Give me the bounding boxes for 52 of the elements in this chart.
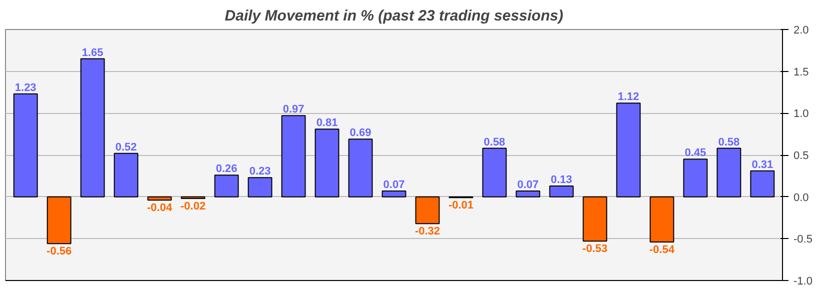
- bar: [13, 93, 38, 198]
- bar: [683, 158, 708, 198]
- data-label: 0.81: [316, 117, 338, 130]
- bar: [147, 196, 172, 201]
- data-label: 0.23: [249, 166, 271, 178]
- data-label: -0.32: [414, 226, 440, 238]
- data-label: 0.07: [383, 178, 405, 191]
- data-label: 1.65: [82, 46, 104, 59]
- y-tick-label: 0.0: [794, 192, 809, 204]
- data-label: 0.31: [752, 158, 774, 171]
- bar: [281, 115, 306, 198]
- bar: [716, 148, 742, 198]
- bar: [650, 196, 674, 243]
- bar: [750, 170, 775, 198]
- data-label: -0.02: [180, 200, 206, 213]
- bar: [214, 174, 239, 198]
- data-label: -0.01: [448, 200, 474, 212]
- chart-title: Daily Movement in % (past 23 trading sessions): [224, 8, 564, 24]
- data-label: 0.52: [115, 141, 137, 154]
- bar: [582, 196, 608, 242]
- y-tick-label: -1.0: [794, 276, 812, 288]
- data-label: 0.07: [517, 178, 539, 191]
- data-label: 0.58: [484, 136, 506, 148]
- bar: [314, 128, 340, 198]
- bar: [80, 58, 105, 198]
- bar: [482, 148, 507, 198]
- bar: [415, 196, 440, 224]
- data-label: 0.97: [282, 104, 304, 116]
- bar: [616, 102, 641, 198]
- data-label: 1.12: [618, 91, 640, 104]
- data-label: 0.69: [350, 127, 372, 140]
- bar: [549, 185, 574, 198]
- bar: [114, 152, 138, 198]
- bar: [516, 190, 540, 198]
- bar: [248, 177, 272, 198]
- bar: [46, 196, 72, 244]
- bar: [348, 138, 373, 198]
- data-label: -0.04: [147, 202, 173, 214]
- y-tick-label: -0.5: [794, 234, 812, 246]
- y-tick-label: 1.0: [794, 108, 809, 120]
- data-label: -0.56: [46, 246, 72, 258]
- data-label: -0.54: [649, 244, 676, 256]
- y-tick-label: 0.5: [794, 150, 809, 162]
- y-tick-label: 2.0: [794, 24, 809, 36]
- data-label: -0.53: [582, 243, 608, 256]
- data-label: 0.13: [550, 174, 572, 186]
- data-label: 0.58: [718, 136, 740, 148]
- bar: [382, 190, 406, 198]
- y-tick-label: 1.5: [794, 66, 809, 78]
- data-label: 0.45: [684, 147, 706, 160]
- data-label: 1.23: [14, 82, 36, 94]
- data-label: 0.26: [216, 163, 238, 176]
